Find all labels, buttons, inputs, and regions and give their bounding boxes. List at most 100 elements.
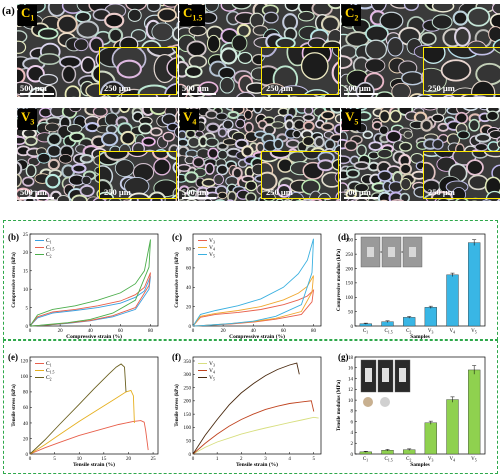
main-scale-bar — [182, 93, 216, 95]
x-tick-label: 20 — [221, 329, 227, 334]
x-tick-label: 25 — [151, 457, 157, 462]
sem-inset-texture — [100, 48, 176, 94]
x-tick-label: 5 — [313, 457, 316, 462]
y-tick-label: 100 — [346, 296, 354, 301]
specimen-shape — [367, 247, 374, 257]
y-tick-label: 40 — [186, 286, 192, 291]
panel-e-label: (e) — [8, 352, 18, 362]
sem-inset-zoom: 250 μm — [261, 47, 339, 95]
x-tick-label: 40 — [88, 329, 94, 334]
bar — [446, 399, 459, 455]
x-tick-label: 60 — [281, 329, 287, 334]
x-axis-label: Compressive strain (%) — [229, 333, 285, 340]
x-tick-label: 1 — [216, 457, 219, 462]
sem-inset-texture — [262, 48, 338, 94]
sem-sample-tag: V4 — [180, 109, 200, 130]
y-tick-label: 0 — [189, 325, 192, 330]
legend-label: V5 — [209, 252, 215, 259]
legend-label: C1.5 — [46, 368, 55, 375]
category-label: V5 — [471, 329, 477, 335]
y-tick-label: 20 — [186, 305, 192, 310]
x-axis-label: Samples — [410, 462, 430, 468]
sem-image-c2: 250 μm C2 500 μm — [340, 3, 500, 98]
y-tick-label: 0 — [189, 453, 192, 458]
y-tick-label: 300 — [346, 239, 354, 244]
x-tick-label: 0 — [192, 457, 195, 462]
main-scale-label: 500 μm — [182, 187, 209, 197]
y-axis-label: Tensile stress (kPa) — [10, 384, 17, 427]
y-tick-label: 40 — [23, 422, 29, 427]
x-tick-label: 2 — [240, 457, 243, 462]
y-tick-label: 20 — [23, 437, 29, 442]
y-tick-label: 0 — [351, 453, 354, 458]
bar — [424, 307, 437, 327]
category-label: V4 — [450, 457, 456, 463]
series-line-v5 — [192, 362, 300, 455]
sem-inset-zoom: 250 μm — [261, 151, 339, 199]
y-tick-label: 16 — [348, 367, 354, 372]
main-scale-bar — [20, 93, 54, 95]
x-tick-label: 0 — [192, 329, 195, 334]
y-tick-label: 0 — [26, 325, 29, 330]
y-tick-label: 15 — [23, 270, 29, 275]
y-tick-label: 20 — [23, 251, 29, 256]
plot-frame — [354, 356, 486, 455]
y-tick-label: 150 — [346, 282, 354, 287]
series-line-c1-5 — [29, 272, 151, 327]
sem-grid: 250 μm C1 500 μm 250 μm C1.5 500 μm 250 μm C2 50… — [16, 3, 500, 207]
sem-sample-tag: C1 — [18, 5, 38, 26]
inset-scale-label: 250 μm — [266, 187, 293, 197]
series-line-v3 — [192, 416, 319, 455]
main-scale-label: 500 μm — [20, 83, 47, 93]
x-tick-label: 3 — [264, 457, 267, 462]
bar — [468, 369, 481, 455]
legend-label: V4 — [209, 245, 215, 252]
y-tick-label: 14 — [348, 377, 354, 382]
series-line-c1 — [29, 276, 151, 327]
y-tick-label: 10 — [348, 399, 354, 404]
x-axis-label: Tensile strain (%) — [73, 461, 115, 468]
bar — [403, 317, 416, 327]
sem-sample-tag: V3 — [18, 109, 38, 130]
y-tick-label: 350 — [184, 360, 192, 365]
x-tick-label: 5 — [53, 457, 56, 462]
compression-dashed-frame — [3, 220, 498, 340]
main-scale-bar — [20, 197, 54, 199]
category-label: V3 — [428, 329, 434, 335]
legend-label: C2 — [46, 252, 52, 259]
specimen-shape — [399, 368, 406, 382]
legend-label: C1.5 — [46, 245, 55, 252]
sem-inset-texture — [424, 152, 500, 198]
panel-c-label: (c) — [172, 232, 182, 242]
category-label: V3 — [428, 457, 434, 463]
y-tick-label: 150 — [184, 413, 192, 418]
category-label: C1.5 — [385, 457, 393, 463]
x-tick-label: 0 — [29, 329, 32, 334]
y-tick-label: 250 — [346, 253, 354, 258]
sem-sample-tag: V5 — [342, 109, 362, 130]
series-line-c2 — [29, 239, 151, 327]
sem-inset-zoom: 250 μm — [423, 47, 500, 95]
x-tick-label: 20 — [126, 457, 132, 462]
sem-inset-texture — [100, 152, 176, 198]
panel-d-label: (d) — [338, 232, 349, 242]
sem-inset-texture — [262, 152, 338, 198]
series-line-v4 — [192, 400, 315, 455]
main-scale-bar — [344, 197, 378, 199]
y-tick-label: 12 — [348, 388, 354, 393]
specimen-shape — [382, 368, 389, 382]
x-axis-label: Samples — [410, 334, 430, 340]
inset-scale-label: 250 μm — [104, 187, 131, 197]
y-tick-label: 60 — [186, 267, 192, 272]
y-tick-label: 50 — [348, 310, 354, 315]
sem-image-v5: 250 μm V5 500 μm — [340, 107, 500, 202]
series-line-v5 — [192, 238, 314, 327]
plot-frame — [192, 356, 322, 455]
inset-scale-label: 250 μm — [428, 187, 455, 197]
bar — [424, 422, 437, 455]
y-tick-label: 80 — [23, 391, 29, 396]
y-tick-label: 60 — [23, 406, 29, 411]
y-tick-label: 0 — [351, 325, 354, 330]
category-label: C1 — [363, 329, 368, 335]
